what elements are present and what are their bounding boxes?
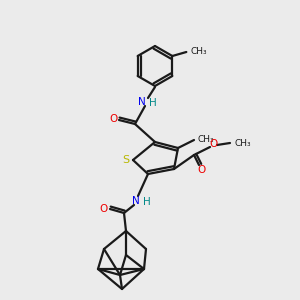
Text: N: N <box>138 97 146 107</box>
Text: N: N <box>132 196 140 206</box>
Text: O: O <box>210 139 218 149</box>
Text: O: O <box>198 165 206 175</box>
Text: CH₃: CH₃ <box>198 136 214 145</box>
Text: CH₃: CH₃ <box>190 47 207 56</box>
Text: CH₃: CH₃ <box>235 139 251 148</box>
Text: S: S <box>122 155 130 165</box>
Text: H: H <box>143 197 151 207</box>
Text: O: O <box>109 114 117 124</box>
Text: H: H <box>149 98 157 108</box>
Text: O: O <box>100 204 108 214</box>
